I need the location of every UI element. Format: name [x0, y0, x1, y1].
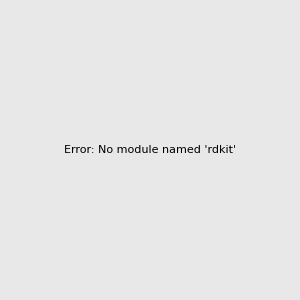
Text: Error: No module named 'rdkit': Error: No module named 'rdkit'	[64, 145, 236, 155]
